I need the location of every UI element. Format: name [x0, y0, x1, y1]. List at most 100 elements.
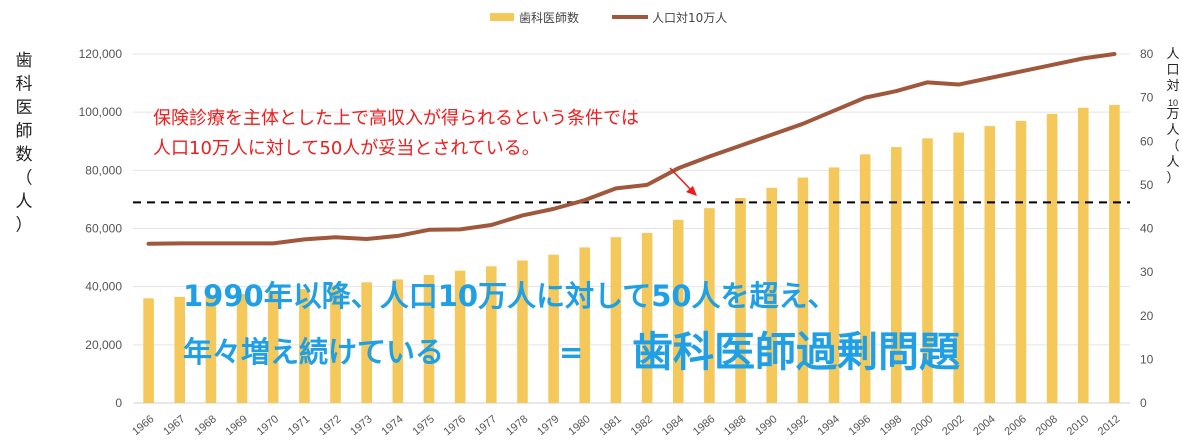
x-tick-label: 1970: [255, 413, 281, 438]
y-axis-title-char: 医: [16, 98, 33, 118]
y-axis-left-title: 歯科医師数 （ 人 ）: [16, 51, 33, 236]
bar: [953, 132, 964, 403]
y-axis-left-ticks: 0 20,000 40,000 60,000 80,000 100,000 120,000: [79, 47, 123, 410]
bar: [1046, 113, 1058, 403]
x-tick-label: 1996: [847, 413, 873, 438]
y-axis-title-char: ）: [16, 216, 33, 236]
y2-axis-title-char: 10: [1168, 98, 1178, 108]
headline: 1990年以降、人口10万人に対して50人を超え、 年々増え続けている = 歯科…: [183, 279, 960, 376]
bar: [517, 260, 528, 403]
y2-axis-title-char: 人: [1166, 123, 1179, 138]
bar: [1109, 104, 1120, 403]
x-tick-label: 1980: [566, 413, 592, 438]
x-tick-label: 1971: [286, 413, 312, 438]
bar: [143, 298, 154, 403]
x-tick-label: 1973: [348, 413, 374, 438]
bar: [423, 275, 435, 403]
bar: [454, 270, 466, 403]
y-tick-label: 60,000: [85, 222, 122, 236]
bar: [392, 279, 404, 403]
headline-equals: =: [559, 335, 583, 369]
x-tick-label: 1981: [597, 413, 623, 438]
bar: [205, 295, 217, 403]
annotation-arrowhead: [686, 186, 697, 196]
bar: [1015, 120, 1027, 404]
y2-tick-label: 70: [1140, 91, 1154, 105]
x-tick-label: 1992: [784, 413, 810, 438]
x-tick-label: 2008: [1034, 413, 1060, 438]
bar: [236, 293, 248, 403]
y2-tick-label: 0: [1140, 396, 1147, 410]
y-tick-label: 0: [115, 396, 122, 410]
y-axis-title-char: 数: [16, 145, 33, 165]
y-axis-title-char: 科: [16, 75, 33, 95]
bar: [486, 266, 497, 403]
y2-axis-title-char: 万: [1166, 107, 1179, 122]
x-tick-label: 1976: [442, 413, 468, 438]
y-axis-right-title: 人口対10万人（人）: [1166, 47, 1179, 186]
x-tick-label: 1984: [660, 413, 686, 438]
x-tick-label: 1966: [130, 413, 156, 438]
y2-tick-label: 40: [1140, 222, 1154, 236]
bar: [859, 154, 871, 403]
x-tick-label: 1968: [192, 413, 218, 438]
bar: [610, 237, 622, 403]
y2-tick-label: 10: [1140, 352, 1154, 366]
x-tick-label: 1994: [815, 413, 841, 438]
bar: [797, 177, 809, 403]
y-axis-title-char: （: [16, 169, 33, 189]
y2-axis-title-char: 人: [1166, 155, 1179, 170]
x-tick-label: 1978: [504, 413, 530, 438]
y2-axis-title-char: 人: [1166, 47, 1179, 62]
y-axis-title-char: 歯: [16, 51, 33, 71]
headline-line-1: 1990年以降、人口10万人に対して50人を超え、: [183, 279, 837, 313]
bar: [1077, 107, 1089, 403]
x-tick-label: 1988: [722, 413, 748, 438]
line-series-per100k: [146, 52, 1117, 246]
x-tick-label: 2010: [1065, 413, 1091, 438]
x-tick-label: 1990: [753, 413, 779, 438]
legend-swatch-dentists: [490, 13, 514, 21]
x-tick-label: 1972: [317, 413, 343, 438]
y-tick-label: 80,000: [85, 163, 122, 177]
y2-axis-title-char: 対: [1166, 79, 1179, 94]
x-tick-label: 1969: [224, 413, 250, 438]
bar: [828, 167, 840, 403]
legend: 歯科医師数 人口対10万人: [490, 10, 727, 25]
y2-tick-label: 20: [1140, 309, 1154, 323]
x-tick-label: 2000: [909, 413, 935, 438]
y2-tick-label: 30: [1140, 265, 1154, 279]
y-tick-label: 120,000: [79, 47, 123, 61]
bar: [641, 232, 653, 403]
annotation-line-2: 人口10万人に対して50人が妥当とされている。: [153, 138, 540, 159]
x-tick-label: 2002: [940, 413, 966, 438]
bar: [891, 147, 902, 403]
y-axis-right-ticks: 0 10 20 30 40 50 60 70 80: [1140, 47, 1154, 410]
bar: [330, 285, 341, 403]
y2-tick-label: 50: [1140, 178, 1154, 192]
y2-axis-title-char: （: [1166, 139, 1179, 154]
bar: [704, 208, 715, 403]
bar-series-dentists: [143, 104, 1120, 404]
x-tick-label: 1975: [410, 413, 436, 438]
x-tick-label: 1977: [473, 413, 499, 438]
y-tick-label: 40,000: [85, 280, 122, 294]
headline-line-2-left: 年々増え続けている: [183, 335, 444, 369]
bar: [984, 126, 996, 404]
y-axis-title-char: 人: [16, 192, 33, 212]
legend-label-per100k: 人口対10万人: [652, 11, 727, 25]
y-tick-label: 100,000: [79, 105, 123, 119]
series-line: [146, 52, 1117, 246]
y2-axis-title-char: 口: [1166, 63, 1179, 78]
bar: [267, 292, 279, 403]
x-tick-label: 2004: [971, 413, 997, 438]
x-tick-label: 1998: [878, 413, 904, 438]
y-axis-title-char: 師: [16, 122, 33, 142]
y2-tick-label: 60: [1140, 134, 1154, 148]
annotation-arrow: [669, 167, 693, 192]
x-axis-ticks: 1966 1967 1968 1969 1970 1971 1972 1973 1974 1975…: [130, 413, 1122, 438]
bar: [735, 197, 746, 403]
bar: [579, 247, 591, 403]
x-tick-label: 1979: [535, 413, 561, 438]
